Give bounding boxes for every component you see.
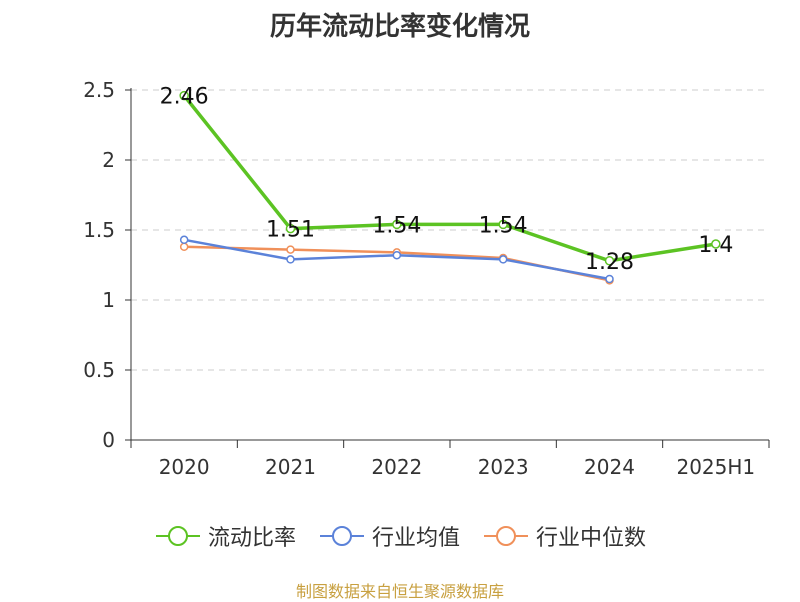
data-point: [286, 255, 295, 264]
data-point: [392, 250, 402, 260]
chart-title: 历年流动比率变化情况: [269, 12, 530, 42]
y-tick-label: 2.5: [83, 78, 115, 102]
data-point: [179, 90, 189, 101]
data-point: [392, 219, 402, 230]
x-tick-label: 2024: [584, 455, 635, 479]
data-point: [179, 242, 189, 252]
series-line: [182, 94, 717, 263]
data-point: [498, 255, 508, 264]
y-tick-label: 1: [102, 288, 115, 312]
data-label: 1.54: [479, 213, 528, 238]
legend-item-industry-mean[interactable]: 行业均值: [318, 520, 460, 552]
x-tick-label: 2025H1: [676, 455, 755, 479]
legend-label-industry-median: 行业中位数: [536, 526, 647, 551]
x-tick-label: 2023: [478, 455, 529, 479]
x-tick-label: 2020: [159, 455, 210, 479]
y-tick-label: 1.5: [83, 218, 115, 242]
legend: 流动比率 行业均值 行业中位数: [0, 520, 800, 552]
data-label: 1.28: [585, 250, 634, 275]
data-point: [285, 223, 296, 234]
x-tick-label: 2021: [265, 455, 316, 479]
data-point: [604, 256, 615, 266]
data-point: [711, 239, 721, 249]
legend-marker-current-ratio: [155, 526, 200, 546]
data-point: [179, 235, 189, 245]
legend-item-industry-median[interactable]: 行业中位数: [482, 520, 646, 552]
source-note: 制图数据来自恒生聚源数据库: [295, 582, 504, 601]
legend-marker-industry-median: [484, 526, 528, 546]
data-point: [498, 219, 508, 230]
y-tick-label: 2: [102, 148, 115, 172]
y-tick-label: 0: [102, 428, 115, 452]
data-label: 1.54: [372, 213, 421, 238]
x-tick-label: 2022: [371, 455, 422, 479]
data-point: [605, 274, 614, 284]
y-tick-label: 0.5: [83, 358, 115, 382]
legend-item-current-ratio[interactable]: 流动比率: [154, 520, 296, 552]
legend-label-current-ratio: 流动比率: [207, 526, 296, 551]
data-point: [286, 245, 295, 254]
data-label: 1.4: [698, 233, 733, 258]
legend-marker-industry-mean: [319, 526, 364, 546]
data-label: 2.46: [160, 85, 209, 110]
data-label: 1.51: [266, 218, 315, 243]
legend-label-industry-mean: 行业均值: [371, 526, 460, 551]
